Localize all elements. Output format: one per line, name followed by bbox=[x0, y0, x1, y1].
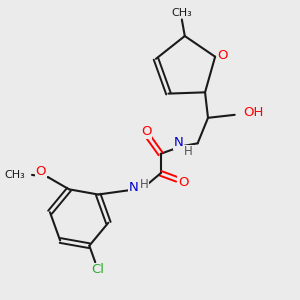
Text: OH: OH bbox=[243, 106, 263, 119]
Text: N: N bbox=[129, 181, 139, 194]
Text: O: O bbox=[36, 165, 46, 178]
Text: H: H bbox=[184, 145, 193, 158]
Text: O: O bbox=[141, 125, 152, 138]
Text: O: O bbox=[178, 176, 189, 189]
Text: CH₃: CH₃ bbox=[5, 170, 26, 180]
Text: O: O bbox=[217, 49, 228, 62]
Text: H: H bbox=[140, 178, 149, 190]
Text: CH₃: CH₃ bbox=[172, 8, 192, 18]
Text: Cl: Cl bbox=[92, 263, 105, 276]
Text: N: N bbox=[174, 136, 184, 149]
